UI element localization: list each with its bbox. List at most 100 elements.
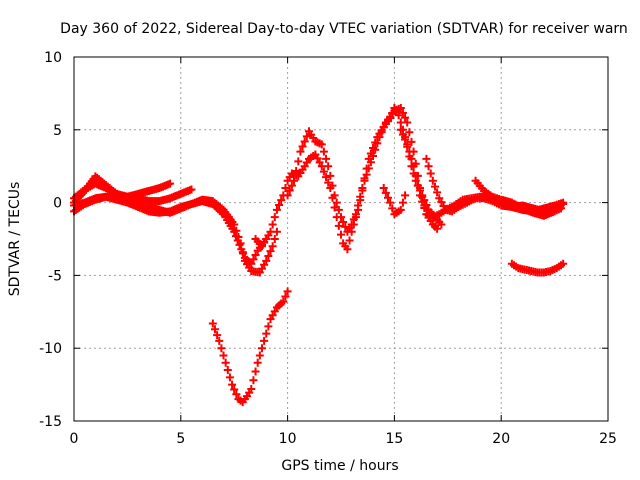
x-tick-label: 15 bbox=[385, 431, 403, 447]
data-point bbox=[257, 344, 266, 353]
y-tick-label: 0 bbox=[53, 196, 62, 212]
y-tick-label: 10 bbox=[44, 50, 62, 66]
data-point bbox=[388, 204, 397, 213]
data-point bbox=[217, 344, 226, 353]
data-point bbox=[559, 200, 568, 209]
data-point bbox=[345, 236, 354, 245]
data-point bbox=[213, 331, 222, 340]
data-point bbox=[232, 390, 241, 399]
data-point bbox=[383, 193, 392, 202]
data-point bbox=[281, 184, 290, 193]
data-point bbox=[381, 188, 390, 197]
data-point bbox=[239, 249, 248, 258]
data-point bbox=[413, 181, 422, 190]
data-point bbox=[401, 113, 410, 122]
data-point bbox=[403, 140, 412, 149]
data-point bbox=[235, 240, 244, 249]
x-tick-label: 5 bbox=[176, 431, 185, 447]
data-point bbox=[337, 213, 345, 222]
data-point bbox=[287, 181, 296, 190]
data-point bbox=[298, 142, 307, 151]
chart-title: Day 360 of 2022, Sidereal Day-to-day VTE… bbox=[60, 21, 628, 37]
x-tick-label: 0 bbox=[70, 431, 79, 447]
data-point bbox=[264, 251, 273, 260]
x-axis-label: GPS time / hours bbox=[281, 458, 398, 474]
data-point bbox=[328, 181, 337, 190]
data-point bbox=[302, 132, 311, 141]
data-point bbox=[394, 111, 403, 120]
data-point bbox=[275, 201, 284, 210]
data-point bbox=[341, 222, 350, 231]
data-point bbox=[371, 138, 380, 147]
data-point bbox=[405, 128, 414, 137]
data-point bbox=[396, 118, 405, 127]
data-point bbox=[354, 201, 363, 210]
data-point bbox=[324, 178, 333, 187]
data-point bbox=[255, 351, 264, 360]
data-point bbox=[237, 245, 246, 254]
data-point bbox=[230, 227, 239, 236]
data-point bbox=[326, 171, 335, 180]
data-point bbox=[300, 137, 309, 146]
data-point bbox=[405, 147, 414, 156]
data-point bbox=[260, 336, 269, 345]
data-point bbox=[332, 198, 341, 207]
series-12 bbox=[507, 259, 568, 277]
y-tick-label: -5 bbox=[48, 268, 62, 284]
data-point bbox=[407, 137, 416, 146]
data-point bbox=[334, 205, 343, 214]
y-axis-label: SDTVAR / TECUs bbox=[7, 182, 23, 297]
y-tick-label: -15 bbox=[39, 414, 62, 430]
y-tick-label: 5 bbox=[53, 123, 62, 139]
data-point bbox=[426, 169, 435, 178]
data-point bbox=[360, 174, 369, 183]
data-point bbox=[379, 184, 388, 193]
data-point bbox=[428, 176, 437, 185]
data-point bbox=[268, 242, 277, 251]
data-point bbox=[398, 198, 407, 207]
data-point bbox=[349, 215, 358, 224]
data-point bbox=[364, 154, 373, 163]
data-point bbox=[187, 185, 196, 194]
series-11 bbox=[208, 287, 292, 407]
data-point bbox=[362, 164, 371, 173]
data-point bbox=[343, 245, 352, 254]
data-point bbox=[437, 220, 446, 229]
data-point bbox=[247, 384, 256, 393]
data-point bbox=[290, 176, 299, 185]
data-point bbox=[433, 188, 442, 197]
data-point bbox=[330, 203, 339, 212]
data-point bbox=[233, 236, 242, 245]
data-point bbox=[270, 235, 279, 243]
data-point bbox=[366, 149, 375, 158]
data-point bbox=[337, 230, 345, 239]
series-9 bbox=[379, 184, 410, 219]
data-point bbox=[251, 367, 260, 376]
data-point bbox=[351, 210, 360, 219]
data-point bbox=[401, 191, 410, 200]
data-point bbox=[396, 205, 405, 214]
data-point bbox=[231, 232, 240, 241]
data-point bbox=[418, 197, 427, 206]
data-point bbox=[228, 380, 237, 389]
data-point bbox=[283, 191, 292, 200]
data-point bbox=[416, 191, 425, 200]
data-point bbox=[296, 147, 305, 156]
data-point bbox=[386, 198, 395, 207]
data-point bbox=[281, 292, 290, 301]
x-tick-label: 25 bbox=[599, 431, 617, 447]
data-point bbox=[230, 385, 239, 394]
x-tick-label: 10 bbox=[279, 431, 297, 447]
data-point bbox=[388, 109, 397, 118]
data-point bbox=[262, 256, 271, 265]
data-point bbox=[407, 154, 416, 163]
data-point bbox=[430, 182, 439, 191]
plot-frame bbox=[73, 56, 609, 422]
data-point bbox=[215, 336, 224, 345]
data-point bbox=[356, 192, 365, 201]
y-tick-label: -10 bbox=[39, 341, 62, 357]
data-point bbox=[559, 259, 568, 268]
data-point bbox=[358, 184, 367, 193]
data-point bbox=[223, 366, 232, 375]
